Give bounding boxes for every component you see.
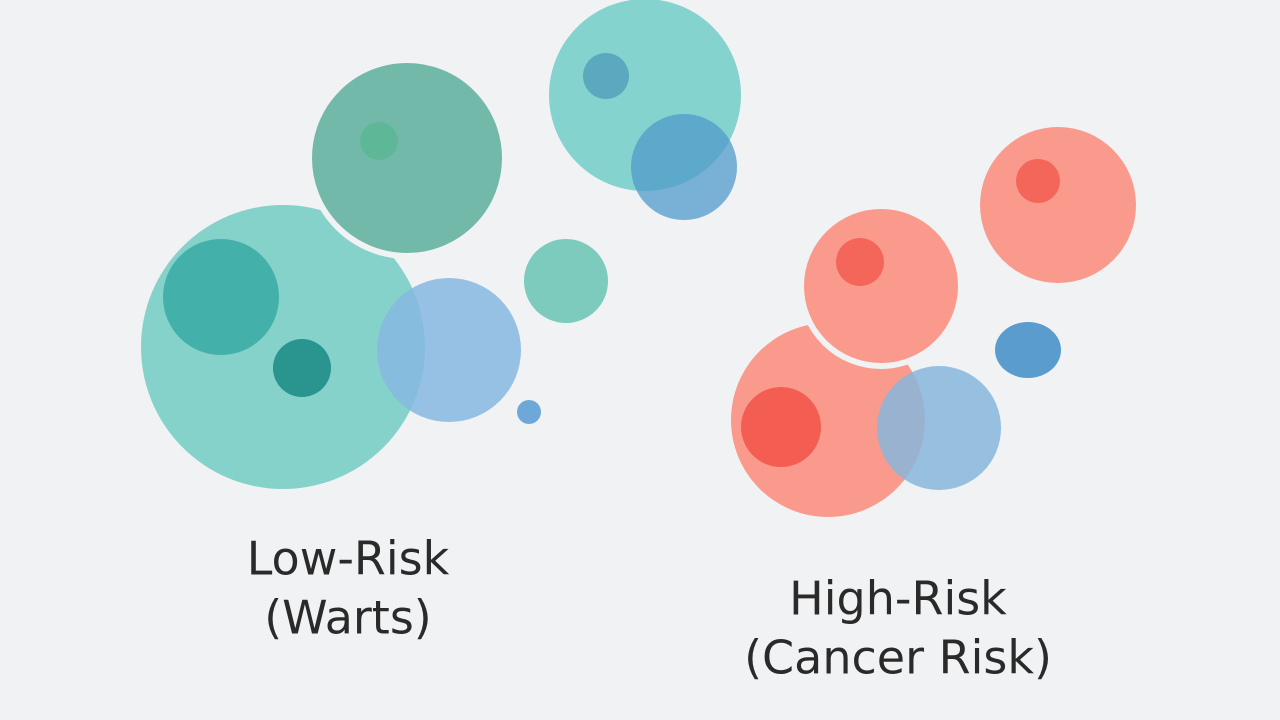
- label-title: High-Risk: [789, 572, 1007, 626]
- circle: [273, 339, 331, 397]
- circle: [583, 53, 629, 99]
- circle: [798, 203, 964, 369]
- circle: [377, 278, 521, 422]
- circle: [524, 239, 608, 323]
- circle: [163, 239, 279, 355]
- circle: [360, 122, 398, 160]
- high-risk-cluster: [731, 127, 1136, 517]
- label-subtitle: (Warts): [264, 591, 432, 645]
- circle: [741, 387, 821, 467]
- low-risk-cluster: [141, 0, 741, 489]
- circle: [731, 323, 925, 517]
- circle: [877, 366, 1001, 490]
- circle: [631, 114, 737, 220]
- circle: [995, 322, 1061, 378]
- circle: [980, 127, 1136, 283]
- label-title: Low-Risk: [247, 532, 450, 586]
- circle: [306, 57, 508, 259]
- label-subtitle: (Cancer Risk): [744, 631, 1052, 685]
- circle: [836, 238, 884, 286]
- circle: [517, 400, 541, 424]
- circle: [1016, 159, 1060, 203]
